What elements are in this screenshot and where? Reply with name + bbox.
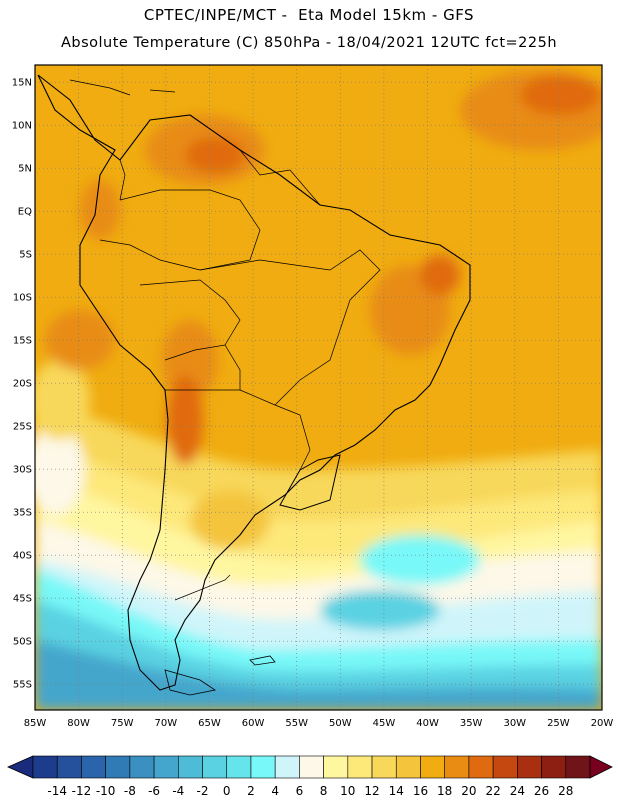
colorbar-swatch bbox=[371, 755, 397, 779]
latitude-label: 10N bbox=[12, 121, 32, 132]
colorbar-tick-label: 4 bbox=[271, 784, 279, 798]
colorbar-tick-label: 16 bbox=[413, 784, 428, 798]
colorbar-tick-label: 8 bbox=[320, 784, 328, 798]
latitude-label: 15N bbox=[12, 78, 32, 89]
colorbar-swatch bbox=[492, 755, 518, 779]
latitude-label: 30S bbox=[13, 465, 32, 476]
colorbar-swatch bbox=[56, 755, 82, 779]
colorbar-swatch bbox=[517, 755, 542, 779]
colorbar-swatch bbox=[129, 755, 155, 779]
temperature-field bbox=[35, 65, 602, 710]
colorbar-swatch bbox=[395, 755, 421, 779]
colorbar-swatch bbox=[250, 755, 276, 779]
longitude-label: 25W bbox=[547, 718, 570, 729]
latitude-label: 45S bbox=[13, 594, 32, 605]
colorbar-tick-label: 28 bbox=[558, 784, 573, 798]
latitude-label: 25S bbox=[13, 422, 32, 433]
colorbar-high-arrow bbox=[589, 755, 613, 779]
map-subtitle: Absolute Temperature (C) 850hPa - 18/04/… bbox=[60, 35, 558, 51]
colorbar-swatch bbox=[105, 755, 131, 779]
latitude-label: EQ bbox=[18, 207, 32, 218]
longitude-label: 60W bbox=[242, 718, 265, 729]
longitude-label: 45W bbox=[373, 718, 396, 729]
colorbar-tick-label: -4 bbox=[172, 784, 184, 798]
latitude-label: 40S bbox=[13, 551, 32, 562]
longitude-label: 50W bbox=[329, 718, 352, 729]
colorbar-swatch bbox=[323, 755, 349, 779]
colorbar-tick-label: 24 bbox=[510, 784, 525, 798]
colorbar-swatch bbox=[32, 755, 58, 779]
latitude-label: 50S bbox=[13, 637, 32, 648]
longitude-label: 40W bbox=[416, 718, 439, 729]
colorbar-tick-label: -10 bbox=[96, 784, 116, 798]
latitude-label: 10S bbox=[13, 293, 32, 304]
lat-lon-grid bbox=[35, 65, 602, 710]
map-title: CPTEC/INPE/MCT - Eta Model 15km - GFS bbox=[143, 6, 475, 24]
latitude-label: 35S bbox=[13, 508, 32, 519]
colorbar-swatch bbox=[178, 755, 203, 779]
colorbar-swatch bbox=[420, 755, 445, 779]
longitude-label: 85W bbox=[24, 718, 47, 729]
longitude-label: 65W bbox=[198, 718, 221, 729]
colorbar-tick-label: 20 bbox=[461, 784, 476, 798]
colorbar-low-arrow bbox=[7, 755, 34, 779]
colorbar-tick-label: -12 bbox=[72, 784, 92, 798]
latitude-label: 20S bbox=[13, 379, 32, 390]
colorbar-swatch bbox=[81, 755, 106, 779]
longitude-label: 20W bbox=[591, 718, 614, 729]
latitude-labels: 15N 10N 5N EQ 5S 10S 15S 20S 25S 30S 35S 40S 45S 50S 5… bbox=[12, 78, 32, 691]
latitude-label: 55S bbox=[13, 680, 32, 691]
colorbar-tick-label: 2 bbox=[247, 784, 255, 798]
colorbar bbox=[7, 755, 613, 779]
colorbar-tick-label: -14 bbox=[47, 784, 67, 798]
longitude-label: 75W bbox=[111, 718, 134, 729]
colorbar-tick-label: 12 bbox=[364, 784, 379, 798]
longitude-label: 30W bbox=[503, 718, 526, 729]
longitude-label: 35W bbox=[460, 718, 483, 729]
longitude-label: 80W bbox=[67, 718, 90, 729]
colorbar-swatch bbox=[541, 755, 567, 779]
colorbar-swatch bbox=[226, 755, 252, 779]
longitude-labels: 85W 80W 75W 70W 65W 60W 55W 50W 45W 40W 35W 30W 25W 2… bbox=[24, 718, 614, 729]
colorbar-swatch bbox=[202, 755, 228, 779]
colorbar-tick-label: 18 bbox=[437, 784, 452, 798]
colorbar-swatch bbox=[347, 755, 373, 779]
colorbar-swatch bbox=[444, 755, 470, 779]
colorbar-swatch bbox=[468, 755, 494, 779]
colorbar-swatch bbox=[274, 755, 300, 779]
colorbar-tick-label: -2 bbox=[197, 784, 209, 798]
colorbar-tick-label: 10 bbox=[340, 784, 355, 798]
colorbar-swatch bbox=[153, 755, 179, 779]
colorbar-tick-label: 22 bbox=[485, 784, 500, 798]
colorbar-tick-label: 26 bbox=[534, 784, 549, 798]
latitude-label: 5S bbox=[19, 250, 32, 261]
longitude-label: 70W bbox=[155, 718, 178, 729]
colorbar-swatch bbox=[299, 755, 324, 779]
latitude-label: 5N bbox=[18, 164, 32, 175]
latitude-label: 15S bbox=[13, 336, 32, 347]
colorbar-labels: -14 -12 -10 -8 -6 -4 -2 0 2 4 6 8 10 12 14 16 18 20 22 24 26… bbox=[47, 784, 573, 798]
coastlines bbox=[37, 74, 471, 696]
colorbar-tick-label: -6 bbox=[148, 784, 160, 798]
map-frame bbox=[34, 64, 603, 711]
colorbar-tick-label: 14 bbox=[389, 784, 404, 798]
colorbar-tick-label: 0 bbox=[223, 784, 231, 798]
colorbar-tick-label: 6 bbox=[296, 784, 304, 798]
colorbar-tick-label: -8 bbox=[124, 784, 136, 798]
longitude-label: 55W bbox=[285, 718, 308, 729]
colorbar-swatch bbox=[565, 755, 591, 779]
